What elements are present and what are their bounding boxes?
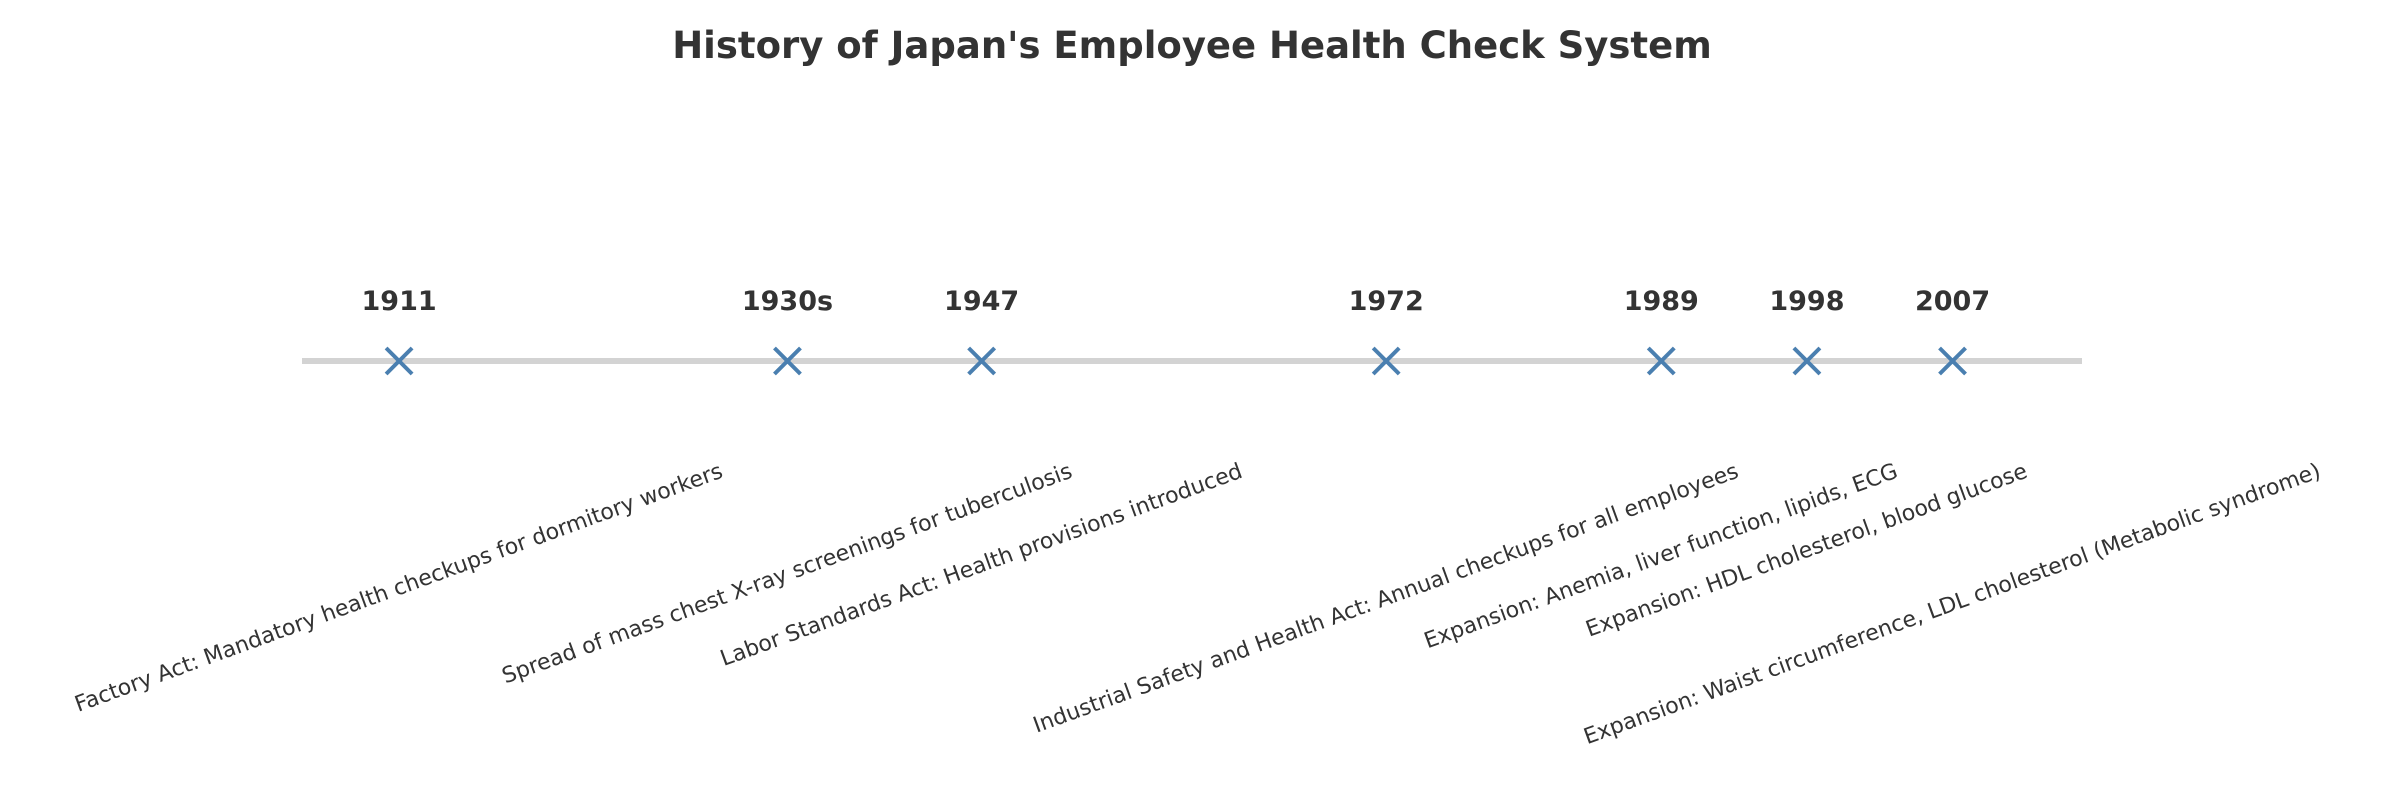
event-description: Factory Act: Mandatory health checkups f… (72, 459, 726, 718)
chart-title: History of Japan's Employee Health Check… (672, 24, 1712, 67)
marker-stroke (1646, 346, 1676, 376)
year-label: 1947 (944, 286, 1019, 317)
event-marker (384, 346, 414, 376)
marker-stroke (1938, 346, 1967, 376)
event-marker (1646, 346, 1676, 376)
marker-stroke (1371, 346, 1401, 376)
year-label: 1989 (1624, 286, 1699, 317)
year-label: 2007 (1915, 286, 1990, 317)
year-label: 1911 (362, 286, 437, 317)
event-marker (1371, 346, 1401, 376)
marker-stroke (384, 346, 414, 376)
event-marker (773, 346, 802, 376)
event-marker (1792, 346, 1822, 376)
marker-stroke (773, 346, 802, 376)
year-label: 1998 (1769, 286, 1844, 317)
year-label: 1930s (742, 286, 833, 317)
marker-stroke (1792, 346, 1822, 376)
event-marker (967, 346, 997, 376)
event-marker (1938, 346, 1967, 376)
year-label: 1972 (1349, 286, 1424, 317)
marker-stroke (967, 346, 997, 376)
